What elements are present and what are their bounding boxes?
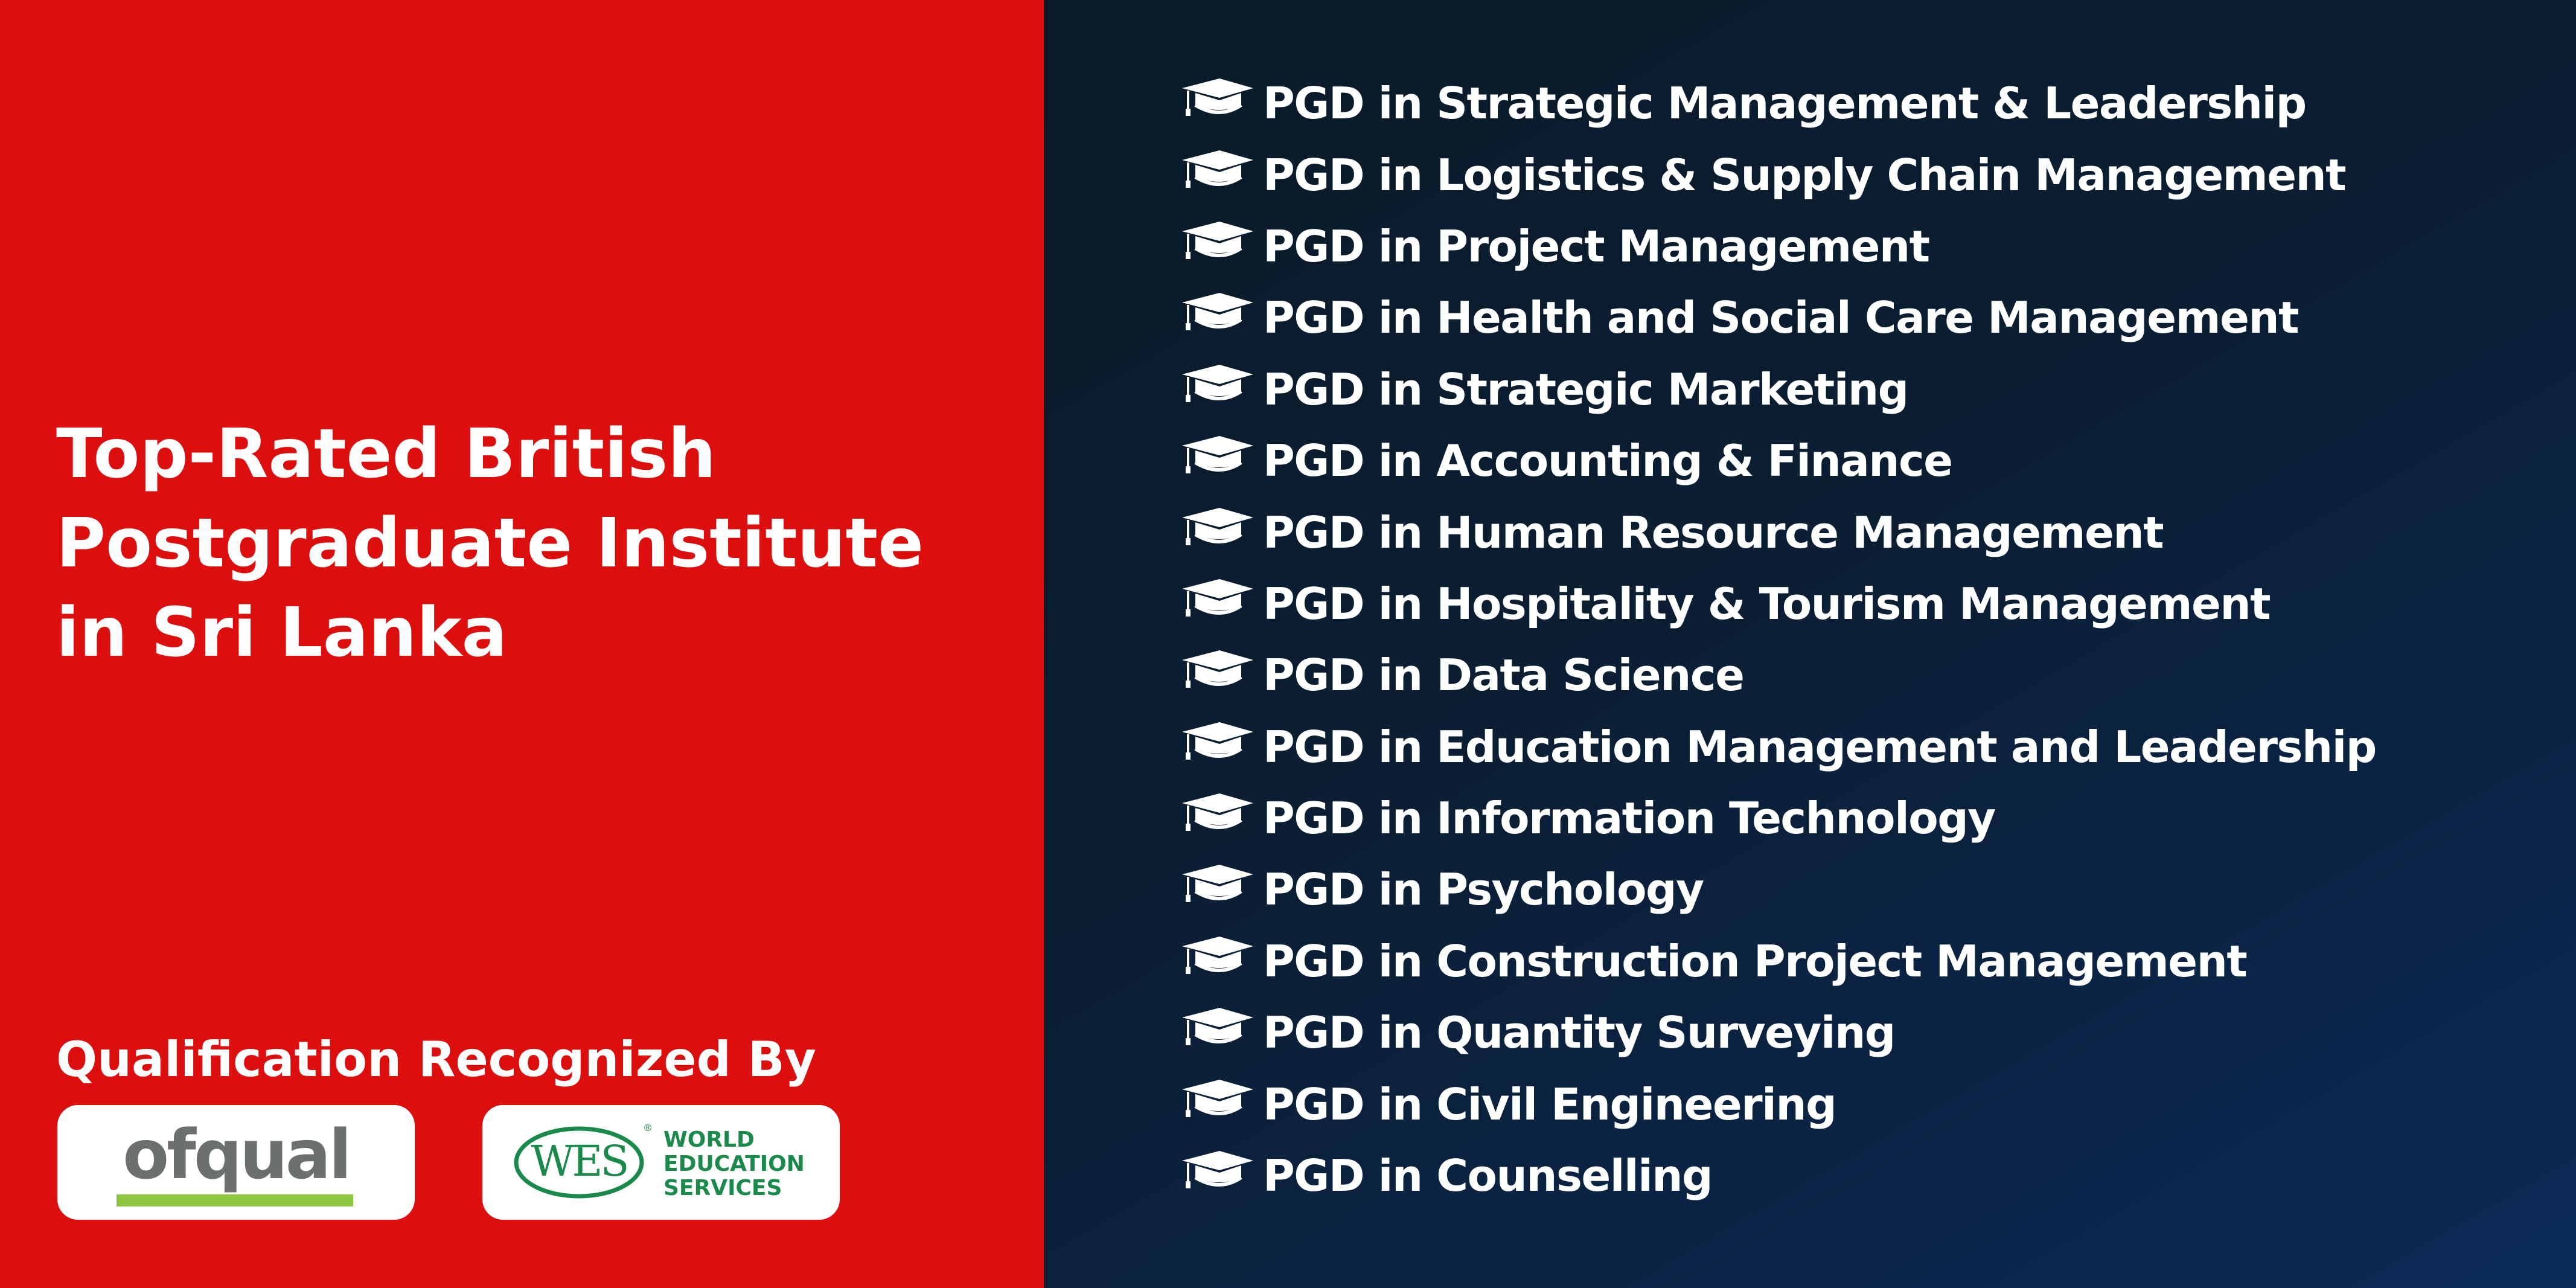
graduation-cap-icon xyxy=(1182,1151,1253,1189)
course-label: PGD in Quantity Surveying xyxy=(1263,1007,1896,1059)
graduation-cap-icon xyxy=(1182,221,1253,259)
course-list: PGD in Strategic Management & Leadership… xyxy=(1177,68,2377,1211)
course-label: PGD in Strategic Management & Leadership xyxy=(1263,78,2307,129)
course-item: PGD in Strategic Management & Leadership xyxy=(1177,68,2376,139)
course-item: PGD in Logistics & Supply Chain Manageme… xyxy=(1177,139,2376,210)
graduation-cap-icon xyxy=(1182,150,1253,188)
wes-logo: WES ® WORLD EDUCATION SERVICES xyxy=(482,1105,840,1220)
course-item: PGD in Psychology xyxy=(1177,854,2376,925)
graduation-cap-icon xyxy=(1182,722,1253,760)
course-item: PGD in Strategic Marketing xyxy=(1177,354,2376,425)
course-item: PGD in Data Science xyxy=(1177,639,2376,711)
course-label: PGD in Construction Project Management xyxy=(1263,935,2248,987)
course-label: PGD in Counselling xyxy=(1263,1150,1713,1202)
graduation-cap-icon xyxy=(1182,78,1253,117)
course-item: PGD in Health and Social Care Management xyxy=(1177,282,2376,353)
course-item: PGD in Construction Project Management xyxy=(1177,926,2376,997)
course-label: PGD in Hospitality & Tourism Management xyxy=(1263,578,2271,629)
graduation-cap-icon xyxy=(1182,578,1253,617)
course-label: PGD in Data Science xyxy=(1263,650,1745,701)
course-label: PGD in Information Technology xyxy=(1263,793,1996,844)
wes-word-2: EDUCATION xyxy=(663,1152,805,1176)
wes-registered-mark: ® xyxy=(643,1122,653,1133)
course-item: PGD in Education Management and Leadersh… xyxy=(1177,711,2377,783)
graduation-cap-icon xyxy=(1182,436,1253,474)
graduation-cap-icon xyxy=(1182,936,1253,974)
graduation-cap-icon xyxy=(1182,865,1253,903)
left-panel: Top-Rated British Postgraduate Institute… xyxy=(0,0,1044,1288)
wes-word-1: WORLD xyxy=(663,1127,755,1152)
headline: Top-Rated British Postgraduate Institute… xyxy=(56,409,998,678)
graduation-cap-icon xyxy=(1182,650,1253,688)
course-label: PGD in Human Resource Management xyxy=(1263,507,2164,558)
course-item: PGD in Hospitality & Tourism Management xyxy=(1177,568,2376,639)
course-item: PGD in Accounting & Finance xyxy=(1177,425,2376,496)
ofqual-logo: ofqual xyxy=(57,1105,415,1220)
course-label: PGD in Health and Social Care Management xyxy=(1263,292,2300,344)
headline-line-1: Top-Rated British xyxy=(56,415,716,493)
course-label: PGD in Psychology xyxy=(1263,864,1704,915)
ofqual-underline xyxy=(117,1194,353,1206)
course-item: PGD in Quantity Surveying xyxy=(1177,997,2376,1068)
headline-line-3: in Sri Lanka xyxy=(56,594,508,672)
graduation-cap-icon xyxy=(1182,364,1253,402)
course-item: PGD in Counselling xyxy=(1177,1140,2376,1211)
course-label: PGD in Strategic Marketing xyxy=(1263,364,1909,415)
wes-wordmark: WORLD EDUCATION SERVICES xyxy=(663,1128,805,1200)
graduation-cap-icon xyxy=(1182,507,1253,545)
right-panel xyxy=(1044,0,2576,1288)
graduation-cap-icon xyxy=(1182,1079,1253,1117)
wes-emblem-icon: WES xyxy=(514,1126,644,1199)
graduation-cap-icon xyxy=(1182,1008,1253,1046)
recognition-title: Qualification Recognized By xyxy=(56,1031,816,1088)
course-label: PGD in Project Management xyxy=(1263,220,1930,272)
course-label: PGD in Logistics & Supply Chain Manageme… xyxy=(1263,149,2347,200)
course-label: PGD in Education Management and Leadersh… xyxy=(1263,721,2377,772)
course-label: PGD in Civil Engineering xyxy=(1263,1078,1837,1130)
graduation-cap-icon xyxy=(1182,293,1253,331)
headline-line-2: Postgraduate Institute xyxy=(56,504,924,583)
course-item: PGD in Information Technology xyxy=(1177,783,2376,854)
ofqual-logo-text: ofqual xyxy=(123,1116,352,1194)
course-item: PGD in Civil Engineering xyxy=(1177,1068,2376,1139)
course-item: PGD in Human Resource Management xyxy=(1177,496,2376,568)
wes-emblem-text: WES xyxy=(531,1136,627,1186)
wes-word-3: SERVICES xyxy=(663,1176,782,1200)
course-label: PGD in Accounting & Finance xyxy=(1263,435,1953,487)
course-item: PGD in Project Management xyxy=(1177,211,2376,282)
graduation-cap-icon xyxy=(1182,793,1253,831)
